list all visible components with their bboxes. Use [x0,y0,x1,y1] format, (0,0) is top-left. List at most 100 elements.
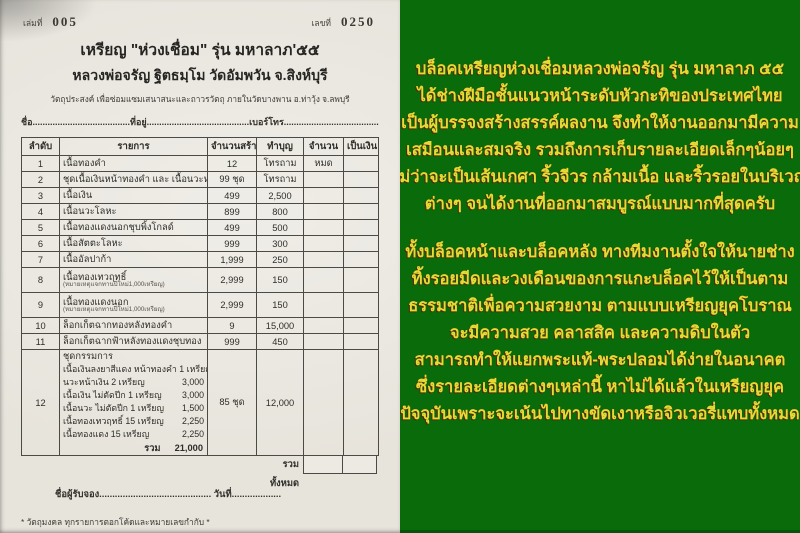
cell-index: 2 [21,171,60,188]
cell-item: เนื้อเงิน [59,187,208,204]
committee-sum-value: 21,000 [174,443,203,453]
cell-merit: 12,000 [256,349,304,456]
cell-item: ล็อกเก็ตฉากฟ้าหลังทองแดงชุบทอง [59,333,208,350]
description-line: ไม่ว่าจะเป็นเส้นเกศา ริ้วจีวร กล้ามเนื้อ… [391,168,800,186]
cell-merit: 500 [256,219,304,236]
table-row: 9 เนื้อทองแดงนอก (หมายเหตุแจกทานปีใหม่1,… [21,292,379,318]
cell-money [343,292,379,318]
cell-money [343,219,379,236]
description-line: ทั้งบล็อคหน้าและบล็อคหลัง ทางทีมงานตั้งใ… [405,243,795,261]
sub-item-label: เนื้อเงิน ไม่ตัดปีก 1 เหรียญ [63,390,162,400]
cell-money [343,349,379,456]
cell-index: 4 [21,203,60,220]
table-row: 8 เนื้อทองเทวฤทธิ์ (หมายเหตุแจกทานปีใหม่… [21,267,379,293]
document-purpose: วัตถุประสงค์ เพื่อซ่อมแซมเสนาสนะและถาวรว… [50,94,350,104]
cell-item: เนื้อสัตตะโลหะ [59,235,208,252]
book-number-label: เล่มที่ [23,18,43,28]
sub-item-value: 2,250 [181,416,204,426]
cell-amount [303,267,344,293]
cell-merit: 150 [256,292,304,318]
sub-item-label: เนื้อเงินลงยาสีแดง หน้าทองคำ 1 เหรียญ [63,364,208,374]
order-form-content: เล่มที่ 005 เลขที่ 0250 เหรียญ "ห่วงเชื่… [21,14,379,527]
sub-item-label: นวะหน้าเงิน 2 เหรียญ [63,377,145,387]
cell-money [343,317,379,334]
description-line: ซึ่งรายละเอียดต่างๆเหล่านี้ หาไม่ได้แล้ว… [415,378,785,396]
table-row: 5 เนื้อทองแดงนอกชุบพิ้งโกลด์ 499 500 [21,219,379,236]
cell-index: 5 [21,219,60,236]
cell-money [343,203,379,220]
sub-item: เนื้อเงินลงยาสีแดง หน้าทองคำ 1 เหรียญ 9,… [63,363,207,376]
cell-item: ชุดเนื้อเงินหน้าทองคำ และ เนื้อนวะหน้าทอ… [59,171,208,188]
description-line: ปัจจุบันเพราะจะเน้นไปทางขัดเงาหรือจิวเวอ… [400,405,800,423]
description-line: เป็นผู้บรรจงสร้างสรรค์ผลงาน จึงทำให้งานอ… [401,114,799,132]
cell-item: เนื้อทองเทวฤทธิ์ (หมายเหตุแจกทานปีใหม่1,… [59,267,208,293]
cell-amount [303,187,344,204]
description-line: จะมีความสวย คลาสสิค และความดิบในตัว [449,324,751,342]
cell-qty: 2,999 [207,267,257,293]
description-line: เสมือนและสมจริง รวมถึงการเก็บรายละเอียดเ… [406,141,794,159]
col-header-index: ลำดับ [21,137,60,156]
cell-money [343,267,379,293]
sub-item-value: 3,000 [181,390,204,400]
sub-item: เนื้อทองเทวฤทธิ์ 15 เหรียญ 2,250 [63,415,204,428]
cell-qty: 12 [207,155,257,172]
table-row: 7 เนื้ออัลปาก้า 1,999 250 [21,251,379,268]
cell-index: 6 [21,235,60,252]
table-row: 3 เนื้อเงิน 499 2,500 [21,187,379,204]
order-table: ลำดับ รายการ จำนวนสร้าง ทำบุญ จำนวน เป็น… [21,137,379,456]
cell-merit: 300 [256,235,304,252]
grand-total-money-cell [342,455,377,474]
cell-index: 11 [21,333,60,350]
cell-amount [303,292,344,318]
document-title: เหรียญ "ห่วงเชื่อม" รุ่น มหาลาภ'๕๕ [80,42,320,59]
cell-amount [303,349,344,456]
table-row: 6 เนื้อสัตตะโลหะ 999 300 [21,235,379,252]
order-form-scan: เล่มที่ 005 เลขที่ 0250 เหรียญ "ห่วงเชื่… [0,0,400,533]
cell-index: 12 [21,349,60,456]
cell-index: 8 [21,267,60,293]
cell-item: เนื้อทองคำ [59,155,208,172]
cell-merit: 150 [256,267,304,293]
cell-amount [303,235,344,252]
item-label: เนื้อทองแดงนอก [63,296,129,307]
table-row: 4 เนื้อนวะโลหะ 899 800 [21,203,379,220]
cell-item: ล็อกเก็ตฉากทองหลังทองคำ [59,317,208,334]
cell-merit: โทรถาม [256,155,304,172]
sub-item: เนื้อเงิน ไม่ตัดปีก 1 เหรียญ 3,000 [63,389,204,402]
committee-sum-label: รวม [144,443,161,453]
cell-qty: 1,999 [207,251,257,268]
cell-qty: 9 [207,317,257,334]
cell-amount [303,317,344,334]
table-row: 1 เนื้อทองคำ 12 โทรถาม หมด [21,155,379,172]
cell-qty: 499 [207,187,257,204]
cell-qty: 99 ชุด [207,171,257,188]
cell-money [343,171,379,188]
cell-amount [303,203,344,220]
description-line: ได้ช่างฝีมือชั้นแนวหน้าระดับหัวกะทิของปร… [417,87,783,105]
cell-amount [303,251,344,268]
serial-number: เลขที่ 0250 [311,14,375,30]
col-header-amount: จำนวน [303,137,344,156]
sub-item-value: 1,500 [181,403,204,413]
sub-item-value: 3,000 [181,377,204,387]
cell-merit: 15,000 [256,317,304,334]
serial-number-label: เลขที่ [311,18,331,28]
item-note: (หมายเหตุแจกทานปีใหม่1,000เหรียญ) [63,280,165,288]
sub-item-label: เนื้อนวะ ไม่ตัดปีก 1 เหรียญ [63,403,164,413]
cell-amount [303,333,344,350]
description-line: ธรรมชาติเพื่อความสวยงาม ตามแบบเหรียญยุคโ… [408,297,792,315]
description-paragraph-2: ทั้งบล็อคหน้าและบล็อคหลัง ทางทีมงานตั้งใ… [400,239,799,428]
cell-amount [303,171,344,188]
cell-qty: 899 [207,203,257,220]
cell-item: เนื้อนวะโลหะ [59,203,208,220]
col-header-money: เป็นเงิน [343,137,379,156]
cell-index: 1 [21,155,60,172]
cell-item: ชุดกรรมการ เนื้อเงินลงยาสีแดง หน้าทองคำ … [59,349,208,456]
grand-total-row: รวมทั้งหมด [21,455,378,488]
table-header-row: ลำดับ รายการ จำนวนสร้าง ทำบุญ จำนวน เป็น… [21,137,379,156]
committee-sum-row: รวม 21,000 [63,441,204,455]
cell-merit: 450 [256,333,304,350]
description-line: ทิ้งรอยมีดและวงเดือนของการแกะบล็อคไว้ให้… [411,270,789,288]
col-header-item: รายการ [59,137,208,156]
